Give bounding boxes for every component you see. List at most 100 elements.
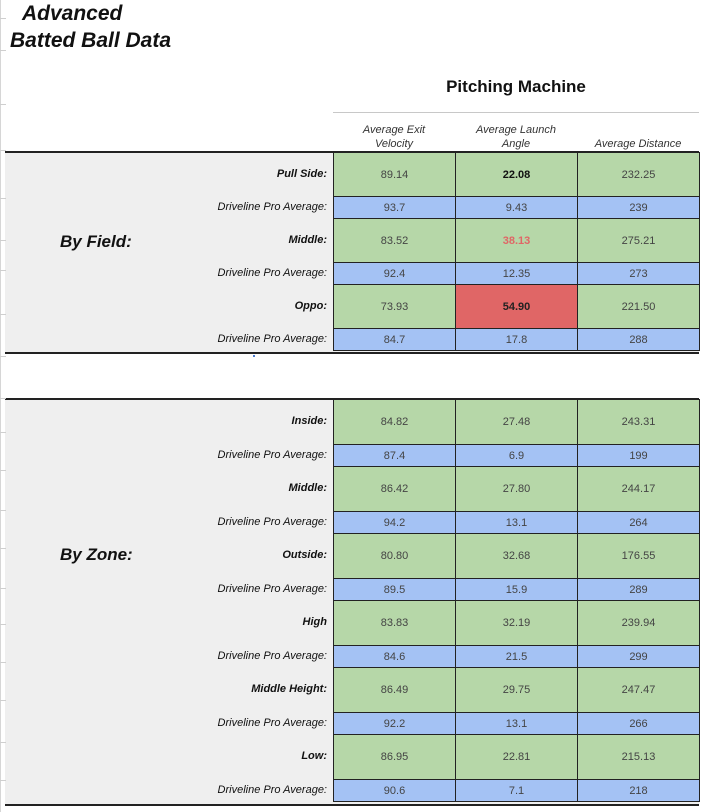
pro-average-cell[interactable]: 218 [577, 779, 700, 802]
pro-average-cell[interactable]: 94.2 [333, 511, 456, 534]
row-label: Inside: [291, 415, 327, 427]
row-gridline-tick [0, 510, 6, 511]
machine-value-cell[interactable]: 215.13 [577, 734, 700, 780]
pro-average-row-label: Driveline Pro Average: [217, 267, 327, 279]
pro-average-cell[interactable]: 7.1 [455, 779, 578, 802]
row-gridline-tick [0, 624, 6, 625]
section-header: Pitching Machine [446, 77, 586, 96]
pro-average-row-label: Driveline Pro Average: [217, 333, 327, 345]
machine-value-cell[interactable]: 239.94 [577, 600, 700, 646]
pro-average-cell[interactable]: 84.6 [333, 645, 456, 668]
column-header-launch-angle: Average Launch Angle [455, 117, 577, 151]
machine-value-cell[interactable]: 89.14 [333, 152, 456, 197]
machine-value-cell[interactable]: 86.95 [333, 734, 456, 780]
row-gridline-tick [0, 104, 6, 105]
row-gridline-tick [0, 548, 6, 549]
pro-average-row-label: Driveline Pro Average: [217, 449, 327, 461]
row-gridline-tick [0, 198, 6, 199]
pro-average-row-label: Driveline Pro Average: [217, 717, 327, 729]
row-gridline-tick [0, 470, 6, 471]
pro-average-cell[interactable]: 299 [577, 645, 700, 668]
pro-average-cell[interactable]: 6.9 [455, 444, 578, 467]
machine-value-cell[interactable]: 232.25 [577, 152, 700, 197]
pro-average-cell[interactable]: 266 [577, 712, 700, 735]
pro-average-cell[interactable]: 239 [577, 196, 700, 219]
title-line-1: Advanced [22, 2, 123, 25]
pro-average-cell[interactable]: 92.4 [333, 262, 456, 285]
by-field-bottom-rule [5, 352, 699, 354]
machine-value-cell[interactable]: 80.80 [333, 533, 456, 579]
machine-value-cell[interactable]: 83.83 [333, 600, 456, 646]
machine-value-cell[interactable]: 38.13 [455, 218, 578, 263]
machine-value-cell[interactable]: 84.82 [333, 399, 456, 445]
row-label: Middle: [288, 234, 328, 246]
machine-value-cell[interactable]: 83.52 [333, 218, 456, 263]
machine-value-cell[interactable]: 27.48 [455, 399, 578, 445]
row-label: Pull Side: [276, 168, 327, 180]
pro-average-cell[interactable]: 13.1 [455, 712, 578, 735]
pro-average-cell[interactable]: 289 [577, 578, 700, 601]
machine-value-cell[interactable]: 86.42 [333, 466, 456, 512]
machine-value-cell[interactable]: 29.75 [455, 667, 578, 713]
pro-average-cell[interactable]: 15.9 [455, 578, 578, 601]
machine-value-cell[interactable]: 73.93 [333, 284, 456, 329]
column-header-distance: Average Distance [577, 117, 699, 151]
pro-average-cell[interactable]: 264 [577, 511, 700, 534]
machine-value-cell[interactable]: 32.68 [455, 533, 578, 579]
pro-average-cell[interactable]: 199 [577, 444, 700, 467]
pro-average-row-label: Driveline Pro Average: [217, 583, 327, 595]
pro-average-row-label: Driveline Pro Average: [217, 516, 327, 528]
pro-average-cell[interactable]: 89.5 [333, 578, 456, 601]
pro-average-cell[interactable]: 13.1 [455, 511, 578, 534]
column-header-line: Average Exit [362, 124, 426, 136]
machine-value-cell[interactable]: 22.81 [455, 734, 578, 780]
pro-average-cell[interactable]: 90.6 [333, 779, 456, 802]
pro-average-cell[interactable]: 92.2 [333, 712, 456, 735]
machine-value-cell[interactable]: 22.08 [455, 152, 578, 197]
machine-value-cell[interactable]: 176.55 [577, 533, 700, 579]
machine-value-cell[interactable]: 247.47 [577, 667, 700, 713]
machine-value-cell[interactable]: 275.21 [577, 218, 700, 263]
row-label: Oppo: [294, 300, 327, 312]
pro-average-row-label: Driveline Pro Average: [217, 784, 327, 796]
machine-value-cell[interactable]: 32.19 [455, 600, 578, 646]
row-label: High [302, 616, 327, 628]
row-gridline-tick [0, 240, 6, 241]
pro-average-cell[interactable]: 12.35 [455, 262, 578, 285]
pro-average-cell[interactable]: 17.8 [455, 328, 578, 351]
column-header-line: Angle [501, 138, 531, 150]
section-header-rule [333, 112, 699, 113]
column-header-exit-velocity: Average Exit Velocity [333, 117, 455, 151]
machine-value-cell[interactable]: 27.80 [455, 466, 578, 512]
pro-average-row-label: Driveline Pro Average: [217, 650, 327, 662]
row-gridline-tick [0, 780, 6, 781]
machine-value-cell[interactable]: 54.90 [455, 284, 578, 329]
pro-average-cell[interactable]: 273 [577, 262, 700, 285]
machine-value-cell[interactable]: 244.17 [577, 466, 700, 512]
pro-average-cell[interactable]: 87.4 [333, 444, 456, 467]
row-label: Middle: [288, 482, 328, 494]
row-gridline-tick [0, 18, 6, 19]
machine-value-cell[interactable]: 243.31 [577, 399, 700, 445]
pro-average-cell[interactable]: 84.7 [333, 328, 456, 351]
row-gridline-tick [0, 270, 6, 271]
pro-average-cell[interactable]: 21.5 [455, 645, 578, 668]
sheet-left-gridline [0, 0, 1, 812]
row-gridline-tick [0, 700, 6, 701]
pro-average-cell[interactable]: 288 [577, 328, 700, 351]
row-gridline-tick [0, 662, 6, 663]
row-gridline-tick [0, 150, 6, 151]
by-zone-bottom-rule [5, 804, 699, 806]
machine-value-cell[interactable]: 86.49 [333, 667, 456, 713]
pro-average-cell[interactable]: 9.43 [455, 196, 578, 219]
row-gridline-tick [0, 588, 6, 589]
pro-average-cell[interactable]: 93.7 [333, 196, 456, 219]
row-label: Middle Height: [251, 683, 327, 695]
selection-dot [253, 355, 255, 357]
column-header-line: Average Launch [476, 124, 556, 136]
row-gridline-tick [0, 398, 6, 399]
row-gridline-tick [0, 356, 6, 357]
page-title: Advanced Batted Ball Data [10, 0, 171, 54]
row-gridline-tick [0, 432, 6, 433]
machine-value-cell[interactable]: 221.50 [577, 284, 700, 329]
